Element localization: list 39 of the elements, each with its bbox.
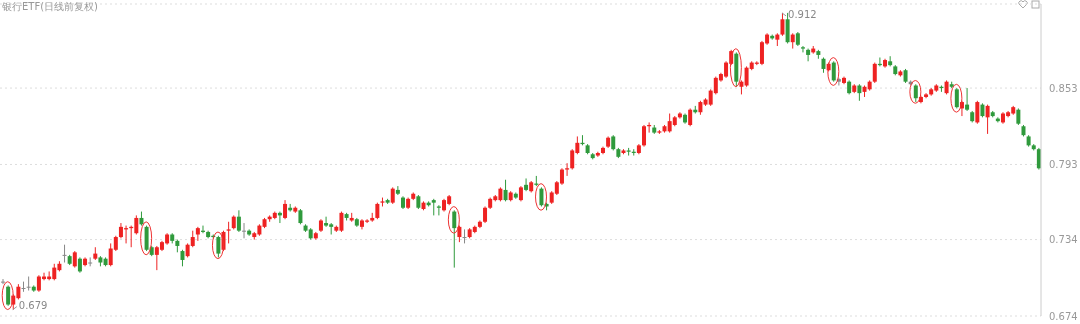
annotation: 0.679 — [18, 299, 48, 311]
candlestick — [324, 216, 329, 228]
candlestick — [236, 209, 241, 233]
candlestick — [242, 222, 247, 239]
candlestick — [503, 179, 508, 202]
candlestick — [1, 278, 5, 285]
candlestick — [436, 204, 441, 216]
candlestick — [62, 244, 67, 264]
y-tick-label: 0.793 — [1049, 159, 1078, 171]
chart-title: 银行ETF(日线前复权) — [2, 0, 98, 14]
y-tick-label: 0.734 — [1049, 234, 1078, 246]
candlestick — [872, 62, 877, 84]
candlestick — [800, 45, 805, 53]
candlestick — [785, 12, 790, 44]
candlestick — [462, 228, 467, 244]
candlestick — [565, 162, 570, 177]
candlestick — [985, 104, 990, 135]
y-tick-label: 0.674 — [1049, 310, 1078, 322]
candlestick — [539, 186, 544, 207]
annotation: 0.912 — [788, 8, 817, 20]
candlestick — [283, 199, 288, 220]
candlestick — [395, 185, 400, 196]
candlestick — [975, 100, 980, 125]
candlestick — [831, 60, 836, 83]
candlestick — [216, 235, 221, 258]
candlestick — [6, 284, 11, 307]
candlestick — [954, 87, 959, 109]
candlestick — [226, 221, 231, 244]
y-tick-label: 0.853 — [1049, 82, 1078, 94]
candlestick — [642, 124, 647, 148]
candlestick — [144, 225, 149, 252]
candlestick — [195, 226, 200, 242]
candlestick — [965, 87, 970, 112]
candlestick — [780, 12, 785, 37]
candlestick — [21, 281, 26, 293]
candlestick — [524, 177, 529, 192]
candlestick — [806, 48, 811, 62]
candlestick — [452, 209, 457, 269]
candlestick — [26, 276, 31, 292]
